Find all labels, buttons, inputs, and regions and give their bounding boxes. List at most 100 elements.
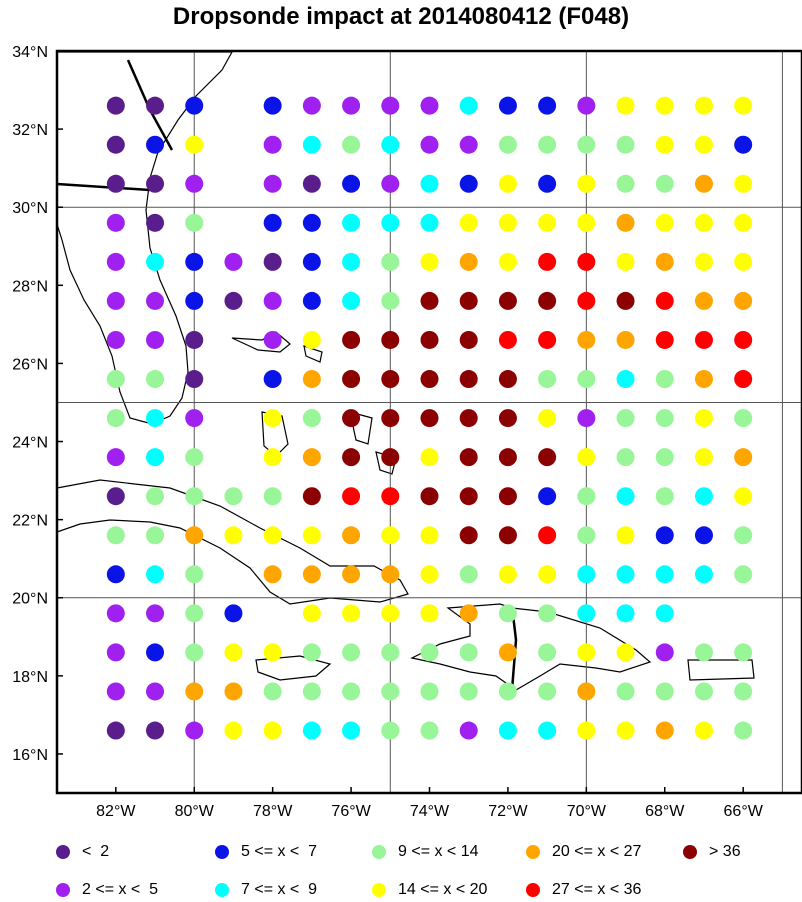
data-point [459, 135, 478, 154]
data-point [498, 487, 517, 506]
data-point [106, 370, 125, 389]
data-point [106, 213, 125, 232]
data-point [616, 604, 635, 623]
legend-item: 7 <= x < 9 [215, 878, 317, 902]
data-point [263, 213, 282, 232]
data-point [734, 174, 753, 193]
data-point [185, 526, 204, 545]
data-point [459, 96, 478, 115]
data-point [498, 448, 517, 467]
data-point [694, 213, 713, 232]
data-point [577, 487, 596, 506]
legend-swatch [215, 844, 229, 859]
data-point [342, 370, 361, 389]
data-point [263, 135, 282, 154]
data-point [616, 213, 635, 232]
data-point [106, 682, 125, 701]
data-point [106, 487, 125, 506]
data-point [381, 291, 400, 310]
data-point [106, 448, 125, 467]
data-point [538, 565, 557, 584]
data-point [381, 526, 400, 545]
legend-label: 2 <= x < 5 [82, 881, 159, 898]
data-point [616, 96, 635, 115]
data-point [538, 487, 557, 506]
data-point [734, 526, 753, 545]
data-point [263, 682, 282, 701]
data-point [734, 682, 753, 701]
y-tick-label: 34°N [12, 44, 48, 61]
data-point [302, 448, 321, 467]
data-point [381, 682, 400, 701]
legend-label: > 36 [709, 843, 741, 860]
data-point [538, 370, 557, 389]
data-point [420, 330, 439, 349]
data-point [342, 135, 361, 154]
data-point [655, 448, 674, 467]
x-tick-label: 76°W [331, 803, 371, 820]
data-point [106, 643, 125, 662]
data-point [420, 291, 439, 310]
data-point [498, 174, 517, 193]
data-point [185, 565, 204, 584]
data-point [146, 565, 165, 584]
data-point [734, 330, 753, 349]
legend-label: 27 <= x < 36 [552, 881, 642, 898]
chart-title: Dropsonde impact at 2014080412 (F048) [172, 3, 630, 30]
legend-item: 20 <= x < 27 [526, 840, 641, 864]
data-point [655, 409, 674, 428]
data-point [146, 174, 165, 193]
data-point [616, 370, 635, 389]
legend-label: 7 <= x < 9 [241, 881, 318, 898]
data-point [263, 370, 282, 389]
data-point [694, 96, 713, 115]
data-point [538, 604, 557, 623]
data-point [381, 643, 400, 662]
data-point [263, 330, 282, 349]
data-point [655, 213, 674, 232]
data-point [694, 682, 713, 701]
data-point [616, 721, 635, 740]
data-point [420, 643, 439, 662]
bahamas-island [303, 345, 323, 363]
data-point [224, 682, 243, 701]
data-point [459, 252, 478, 271]
data-point [146, 487, 165, 506]
data-point [734, 135, 753, 154]
data-point [459, 682, 478, 701]
legend-swatch [526, 882, 540, 897]
data-point [498, 721, 517, 740]
data-point [498, 409, 517, 428]
data-point [381, 96, 400, 115]
data-point [263, 526, 282, 545]
data-point [106, 604, 125, 623]
data-point [459, 330, 478, 349]
data-point [302, 370, 321, 389]
data-point [694, 487, 713, 506]
data-point [420, 213, 439, 232]
data-point [381, 448, 400, 467]
data-point [224, 291, 243, 310]
data-point [302, 291, 321, 310]
data-point [538, 409, 557, 428]
legend-swatch [683, 844, 697, 859]
dot-layer [106, 96, 753, 740]
data-point [381, 604, 400, 623]
data-point [694, 448, 713, 467]
data-point [694, 409, 713, 428]
data-point [342, 409, 361, 428]
data-point [381, 370, 400, 389]
legend-swatch [215, 882, 229, 897]
data-point [302, 409, 321, 428]
data-point [616, 135, 635, 154]
data-point [302, 604, 321, 623]
data-point [694, 643, 713, 662]
data-point [420, 682, 439, 701]
data-point [263, 721, 282, 740]
data-point [459, 174, 478, 193]
data-point [459, 409, 478, 428]
data-point [498, 213, 517, 232]
y-tick-label: 20°N [12, 591, 48, 608]
data-point [616, 174, 635, 193]
data-point [381, 135, 400, 154]
